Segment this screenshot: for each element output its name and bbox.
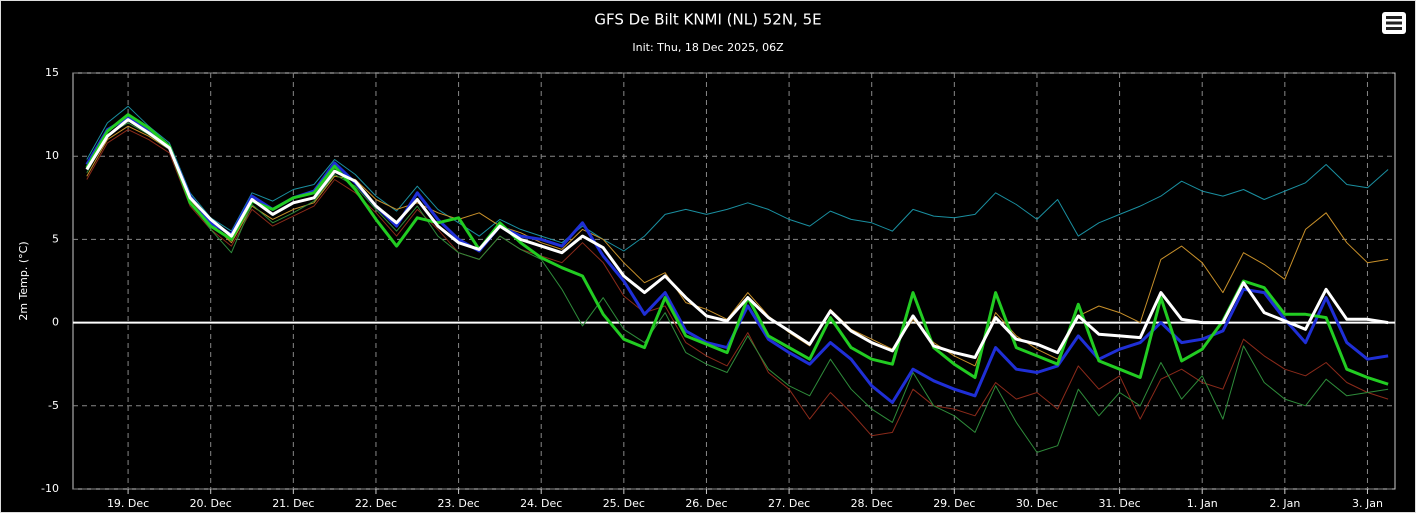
series-line (85, 118, 1389, 359)
y-tick-label: -10 (41, 482, 59, 495)
x-tick-label: 26. Dec (685, 497, 727, 510)
x-tick-label: 23. Dec (437, 497, 479, 510)
menu-bar (1386, 16, 1402, 19)
x-tick-label: 29. Dec (933, 497, 975, 510)
y-tick-label: 10 (45, 149, 59, 162)
x-tick-label: 31. Dec (1098, 497, 1140, 510)
y-tick-label: 15 (45, 66, 59, 79)
chart-title: GFS De Bilt KNMI (NL) 52N, 5E (594, 11, 821, 29)
x-tick-label: 19. Dec (107, 497, 149, 510)
series-line (86, 125, 1389, 367)
x-tick-label: 20. Dec (190, 497, 232, 510)
x-tick-label: 3. Jan (1352, 497, 1383, 510)
x-tick-label: 1. Jan (1187, 497, 1218, 510)
menu-bar (1386, 27, 1402, 30)
x-tick-label: 24. Dec (520, 497, 562, 510)
series-line (86, 122, 1389, 453)
menu-bar (1386, 21, 1402, 25)
chart-subtitle: Init: Thu, 18 Dec 2025, 06Z (632, 41, 784, 54)
y-axis-title: 2m Temp. (°C) (17, 241, 30, 320)
y-tick-label: -5 (48, 399, 59, 412)
y-tick-label: 5 (52, 232, 59, 245)
menu-button[interactable] (1382, 12, 1406, 34)
x-tick-label: 2. Jan (1269, 497, 1300, 510)
x-tick-label: 27. Dec (768, 497, 810, 510)
x-tick-label: 28. Dec (851, 497, 893, 510)
y-tick-label: 0 (52, 316, 59, 329)
x-tick-label: 25. Dec (603, 497, 645, 510)
series-line (85, 113, 1389, 386)
x-tick-label: 30. Dec (1016, 497, 1058, 510)
series-line (86, 105, 1389, 252)
x-tick-label: 22. Dec (355, 497, 397, 510)
x-tick-label: 21. Dec (272, 497, 314, 510)
series-line (86, 129, 1389, 437)
